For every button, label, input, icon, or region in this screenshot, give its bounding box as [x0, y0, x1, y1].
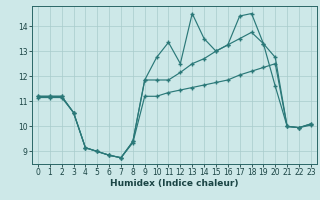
X-axis label: Humidex (Indice chaleur): Humidex (Indice chaleur): [110, 179, 239, 188]
